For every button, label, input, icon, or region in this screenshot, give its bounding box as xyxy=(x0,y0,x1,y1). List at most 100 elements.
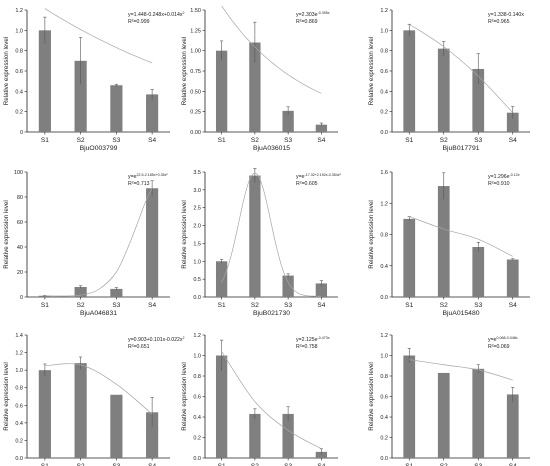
gene-label: BjuA036015 xyxy=(253,145,290,152)
fit-equation: y=e-17.32+2.192x-0.354x² xyxy=(296,173,342,180)
y-axis-label: Relative expression level xyxy=(368,37,375,105)
chart-panel-4: 0 20 40 60 80 100 S1 S2 S3 S4 y=e22.5-2.185x+0.35x… xyxy=(3,170,170,317)
fit-equation-exponent: 2 xyxy=(183,11,185,15)
x-tick-label: S4 xyxy=(317,302,325,309)
fit-equation: y=0.903+0.101x-0.022x2 xyxy=(128,336,185,343)
bar-s4 xyxy=(315,124,328,132)
y-tick-label: 1.50 xyxy=(190,8,201,14)
r-squared: R²=0.910 xyxy=(488,181,510,187)
bar-s1 xyxy=(403,30,416,132)
x-tick-label: S2 xyxy=(440,137,448,144)
bar-s3 xyxy=(472,368,485,458)
fit-equation-base: y=0.903+0.101x-0.022x xyxy=(128,337,183,343)
bar-s2 xyxy=(437,186,450,297)
y-tick-label: 0.0 xyxy=(193,456,201,462)
fit-equation: y=e22.5-2.185x+0.35x² xyxy=(128,173,168,180)
chart-panel-5: 0.0 0.5 1.0 1.5 2.0 2.5 3.0 3.5 S1 S2 S3 S4 y=e-17.3… xyxy=(181,168,342,317)
y-tick-label: 0.8 xyxy=(193,374,201,380)
y-tick-label: 0.6 xyxy=(15,403,23,409)
y-tick-label: 0.6 xyxy=(380,69,388,75)
y-tick-label: 100 xyxy=(14,170,23,176)
bar-s4 xyxy=(315,283,328,297)
y-tick-label: 0.0 xyxy=(380,130,388,136)
y-tick-label: 1.2 xyxy=(380,333,388,339)
fit-equation: y=e0.068-0.048x xyxy=(488,336,518,343)
bar-s1 xyxy=(215,50,228,132)
x-tick-label: S3 xyxy=(112,463,120,466)
fit-equation-base: y=e xyxy=(296,174,305,180)
x-tick-label: S4 xyxy=(317,137,325,144)
x-tick-label: S1 xyxy=(218,463,226,466)
chart-panel-9: 0.0 0.2 0.4 0.6 0.8 1.0 1.2 S1 S2 S3 S4 y=e0.068-0.… xyxy=(368,333,530,466)
y-axis-label: Relative expression level xyxy=(3,37,10,105)
x-tick-label: S1 xyxy=(405,463,413,466)
gene-label: BjuB021730 xyxy=(253,310,290,317)
chart-panel-8: 0.0 0.2 0.4 0.6 0.8 1.0 1.2 S1 S2 S3 S4 y=2.125e-0.… xyxy=(181,333,338,466)
chart-panel-3: 0.0 0.2 0.4 0.6 0.8 1.0 1.2 S1 S2 S3 S4 y=1.338-0.1… xyxy=(368,8,530,152)
fit-equation-exponent: 2 xyxy=(183,336,185,340)
bar-s1 xyxy=(215,261,228,297)
y-tick-label: 0.4 xyxy=(380,264,388,270)
fit-equation-exponent: -0.473x xyxy=(318,336,330,340)
bar-s1 xyxy=(38,295,51,297)
x-tick-label: S3 xyxy=(284,463,292,466)
y-tick-label: 0.6 xyxy=(380,395,388,401)
bar-s3 xyxy=(110,288,123,297)
y-tick-label: 1.25 xyxy=(190,28,201,34)
x-tick-label: S1 xyxy=(218,137,226,144)
r-squared: R²=0.999 xyxy=(128,19,150,25)
y-tick-label: 0 xyxy=(20,130,23,136)
bar-s3 xyxy=(110,394,123,458)
fit-equation-exponent: -0.395x xyxy=(318,11,330,15)
chart-panel-7: 0.0 0.2 0.4 0.6 0.8 1.0 1.2 1.4 S1 S2 S3 S4 y=0.903+… xyxy=(3,333,185,466)
fit-equation-base: y=2.303e xyxy=(296,12,318,18)
x-tick-label: S4 xyxy=(148,302,156,309)
y-tick-label: 1.0 xyxy=(380,354,388,360)
y-tick-label: 0.0 xyxy=(15,456,23,462)
chart-panel-6: 0.0 0.4 0.8 1.2 1.6 S1 S2 S3 S4 y=1.296e-0.12xR²=… xyxy=(368,170,530,317)
x-tick-label: S2 xyxy=(251,302,259,309)
y-tick-label: 0.00 xyxy=(190,130,201,136)
y-axis-label: Relative expression level xyxy=(368,362,375,430)
bar-s1 xyxy=(38,370,51,458)
bar-s4 xyxy=(506,112,519,132)
y-tick-label: 2.5 xyxy=(193,206,201,212)
x-tick-label: S2 xyxy=(440,463,448,466)
x-tick-label: S1 xyxy=(218,302,226,309)
bar-s1 xyxy=(38,30,51,132)
bar-s4 xyxy=(146,188,159,297)
fit-equation: y=1.448-0.248x+0.014x2 xyxy=(128,11,185,18)
fit-equation: y=1.338-0.140x xyxy=(488,12,524,18)
y-tick-label: 80 xyxy=(17,195,23,201)
bar-s2 xyxy=(249,42,261,132)
y-tick-label: 0.8 xyxy=(15,386,23,392)
bar-s2 xyxy=(74,60,87,133)
y-tick-label: 0.4 xyxy=(15,89,23,95)
bar-s2 xyxy=(74,363,87,458)
x-tick-label: S1 xyxy=(41,302,49,309)
gene-label: BjuO003799 xyxy=(80,145,118,152)
y-tick-label: 0.6 xyxy=(193,395,201,401)
fit-equation-base: y=1.296e xyxy=(488,174,510,180)
y-tick-label: 0.2 xyxy=(380,110,388,116)
x-tick-label: S4 xyxy=(317,463,325,466)
fit-equation-exponent: -17.32+2.192x-0.354x² xyxy=(305,173,342,177)
gene-label: BjuA046831 xyxy=(80,310,117,317)
x-tick-label: S3 xyxy=(112,137,120,144)
y-tick-label: 0 xyxy=(20,295,23,301)
fit-equation-exponent: 22.5-2.185x+0.35x² xyxy=(137,173,169,177)
y-tick-label: 0.0 xyxy=(380,456,388,462)
x-tick-label: S2 xyxy=(77,302,85,309)
y-axis-label: Relative expression level xyxy=(3,362,10,430)
trend-line xyxy=(221,172,322,297)
bar-s3 xyxy=(282,275,294,297)
y-tick-label: 1.2 xyxy=(15,351,23,357)
x-tick-label: S4 xyxy=(509,463,517,466)
y-tick-label: 0.4 xyxy=(15,421,23,427)
y-tick-label: 0.8 xyxy=(380,49,388,55)
y-tick-label: 0.2 xyxy=(15,438,23,444)
trend-line xyxy=(44,8,153,64)
trend-line xyxy=(44,188,153,297)
r-squared: R²=0.651 xyxy=(128,344,150,350)
y-tick-label: 1.0 xyxy=(380,28,388,34)
